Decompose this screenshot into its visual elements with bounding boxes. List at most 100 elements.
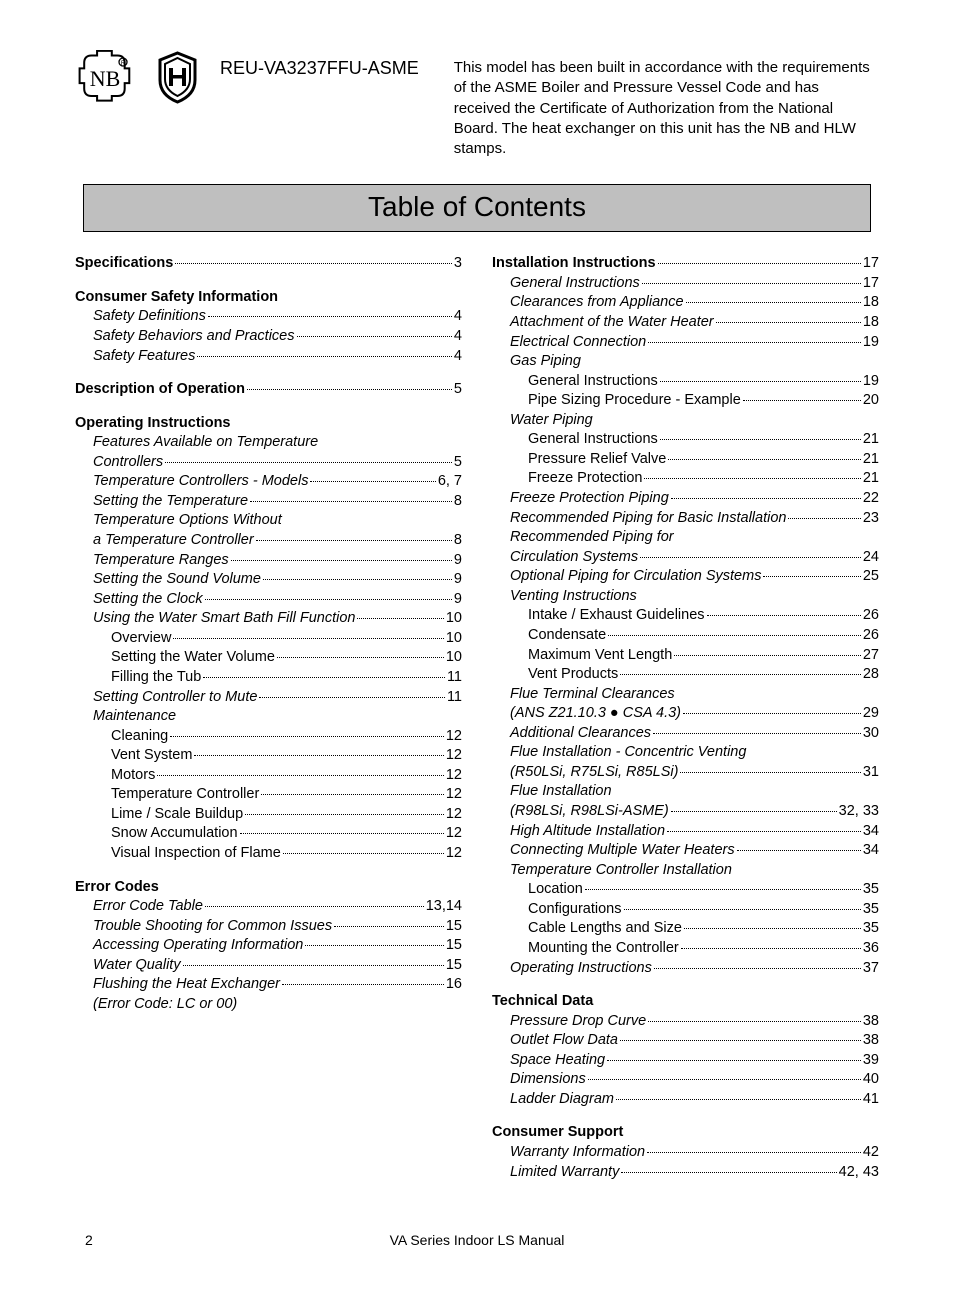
toc-row: Pressure Relief Valve21 xyxy=(492,450,879,470)
toc-leader-dots xyxy=(642,283,861,284)
toc-label: Setting Controller to Mute xyxy=(93,688,257,708)
toc-row: Cleaning12 xyxy=(75,727,462,747)
toc-page-number: 4 xyxy=(454,347,462,367)
toc-leader-dots xyxy=(644,478,860,479)
toc-label: (Error Code: LC or 00) xyxy=(93,995,237,1015)
toc-label: Mounting the Controller xyxy=(528,939,679,959)
toc-label: Water Piping xyxy=(510,411,593,431)
toc-leader-dots xyxy=(686,302,861,303)
toc-row: Configurations35 xyxy=(492,900,879,920)
toc-row: Location35 xyxy=(492,880,879,900)
toc-label: Additional Clearances xyxy=(510,724,651,744)
toc-leader-dots xyxy=(743,400,861,401)
toc-label: Setting the Water Volume xyxy=(111,648,275,668)
toc-label: Setting the Temperature xyxy=(93,492,248,512)
page-header: NB R L W REU-VA3237 xyxy=(75,50,879,159)
toc-leader-dots xyxy=(194,755,443,756)
spacer xyxy=(75,400,462,414)
toc-page-number: 42 xyxy=(863,1143,879,1163)
toc-row: Freeze Protection Piping22 xyxy=(492,489,879,509)
toc-page-number: 20 xyxy=(863,391,879,411)
toc-row: Maintenance xyxy=(75,707,462,727)
toc-row: Space Heating39 xyxy=(492,1051,879,1071)
toc-row: Intake / Exhaust Guidelines26 xyxy=(492,606,879,626)
toc-leader-dots xyxy=(203,677,445,678)
toc-leader-dots xyxy=(658,263,861,264)
toc-leader-dots xyxy=(183,965,444,966)
toc-row: Setting the Clock9 xyxy=(75,590,462,610)
toc-leader-dots xyxy=(357,618,443,619)
toc-leader-dots xyxy=(763,576,860,577)
toc-row: Snow Accumulation12 xyxy=(75,824,462,844)
toc-label: Snow Accumulation xyxy=(111,824,238,844)
toc-page-number: 23 xyxy=(863,509,879,529)
toc-row: Attachment of the Water Heater18 xyxy=(492,313,879,333)
toc-page-number: 35 xyxy=(863,880,879,900)
toc-page-number: 25 xyxy=(863,567,879,587)
toc-label: Flue Installation - Concentric Venting xyxy=(510,743,746,763)
toc-row: Error Codes xyxy=(75,878,462,898)
toc-leader-dots xyxy=(621,1172,836,1173)
toc-row: (ANS Z21.10.3 ● CSA 4.3)29 xyxy=(492,704,879,724)
toc-row: Ladder Diagram41 xyxy=(492,1090,879,1110)
toc-leader-dots xyxy=(263,579,452,580)
toc-label: General Instructions xyxy=(510,274,640,294)
toc-page-number: 10 xyxy=(446,648,462,668)
toc-leader-dots xyxy=(197,356,452,357)
toc-leader-dots xyxy=(205,599,452,600)
toc-row: Cable Lengths and Size35 xyxy=(492,919,879,939)
toc-leader-dots xyxy=(624,909,861,910)
toc-label: Gas Piping xyxy=(510,352,581,372)
model-number: REU-VA3237FFU-ASME xyxy=(220,50,419,79)
svg-text:L: L xyxy=(175,69,180,76)
toc-leader-dots xyxy=(305,945,444,946)
toc-label: Safety Definitions xyxy=(93,307,206,327)
toc-leader-dots xyxy=(667,831,861,832)
toc-label: Outlet Flow Data xyxy=(510,1031,618,1051)
toc-page-number: 19 xyxy=(863,333,879,353)
toc-page-number: 9 xyxy=(454,551,462,571)
toc-leader-dots xyxy=(170,736,444,737)
toc-row: Technical Data xyxy=(492,992,879,1012)
toc-label: Consumer Support xyxy=(492,1123,623,1143)
spacer xyxy=(75,864,462,878)
toc-label: Freeze Protection Piping xyxy=(510,489,669,509)
toc-leader-dots xyxy=(165,462,452,463)
toc-leader-dots xyxy=(205,906,424,907)
toc-label: Temperature Controllers - Models xyxy=(93,472,308,492)
toc-row: General Instructions19 xyxy=(492,372,879,392)
toc-row: Gas Piping xyxy=(492,352,879,372)
toc-row: Lime / Scale Buildup12 xyxy=(75,805,462,825)
toc-leader-dots xyxy=(788,518,860,519)
toc-page-number: 26 xyxy=(863,626,879,646)
toc-page-number: 37 xyxy=(863,959,879,979)
toc-row: Mounting the Controller36 xyxy=(492,939,879,959)
toc-leader-dots xyxy=(231,560,452,561)
toc-leader-dots xyxy=(680,772,860,773)
toc-row: Freeze Protection21 xyxy=(492,469,879,489)
toc-leader-dots xyxy=(208,316,452,317)
toc-label: Trouble Shooting for Common Issues xyxy=(93,917,332,937)
toc-row: Venting Instructions xyxy=(492,587,879,607)
toc-row: Flue Terminal Clearances xyxy=(492,685,879,705)
toc-page-number: 4 xyxy=(454,327,462,347)
toc-label: Consumer Safety Information xyxy=(75,288,278,308)
toc-row: (R98LSi, R98LSi-ASME)32, 33 xyxy=(492,802,879,822)
toc-page-number: 8 xyxy=(454,492,462,512)
toc-row: Filling the Tub11 xyxy=(75,668,462,688)
manual-page: NB R L W REU-VA3237 xyxy=(0,0,954,1292)
toc-row: General Instructions17 xyxy=(492,274,879,294)
toc-row: Error Code Table13,14 xyxy=(75,897,462,917)
toc-page-number: 42, 43 xyxy=(839,1163,879,1183)
toc-page-number: 35 xyxy=(863,919,879,939)
toc-label: Pressure Drop Curve xyxy=(510,1012,646,1032)
toc-label: Setting the Sound Volume xyxy=(93,570,261,590)
toc-leader-dots xyxy=(620,1040,861,1041)
svg-text:W: W xyxy=(174,81,181,88)
toc-leader-dots xyxy=(245,814,444,815)
toc-row: Pressure Drop Curve38 xyxy=(492,1012,879,1032)
toc-label: Cleaning xyxy=(111,727,168,747)
toc-label: Water Quality xyxy=(93,956,181,976)
toc-label: Temperature Controller Installation xyxy=(510,861,732,881)
toc-row: Temperature Controller Installation xyxy=(492,861,879,881)
